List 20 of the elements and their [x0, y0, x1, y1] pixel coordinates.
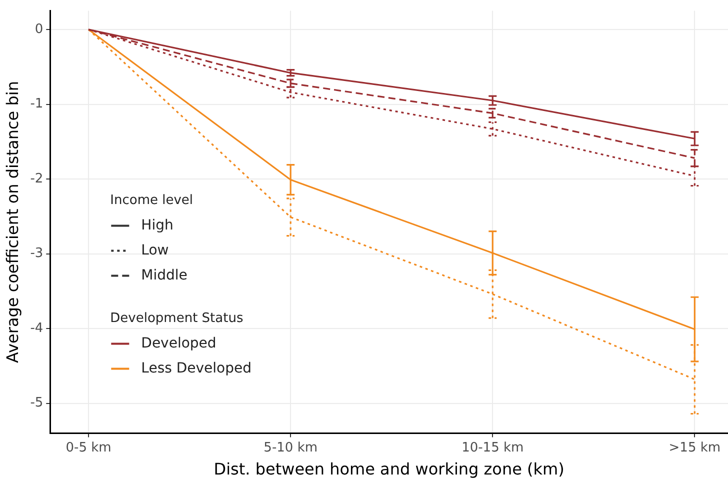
- y-tick-label: 0: [34, 22, 44, 37]
- y-tick-label: -4: [30, 320, 44, 336]
- x-tick-label: 10-15 km: [462, 440, 524, 456]
- y-tick-label: -5: [30, 396, 44, 411]
- legend-label: High: [141, 217, 174, 234]
- legend-label: Developed: [141, 335, 216, 352]
- x-axis-title: Dist. between home and working zone (km): [214, 460, 564, 479]
- legend-label: Low: [141, 242, 169, 258]
- x-tick-label: 5-10 km: [264, 440, 318, 456]
- x-tick-label: 0-5 km: [66, 440, 112, 456]
- x-tick-label: >15 km: [668, 440, 721, 456]
- y-tick-label: -1: [30, 96, 44, 112]
- legend-label: Middle: [141, 267, 188, 284]
- legend-title: Income level: [110, 193, 194, 208]
- point: [286, 78, 296, 88]
- y-tick-label: -3: [30, 246, 44, 262]
- y-tick-label: -2: [30, 171, 44, 186]
- y-axis-title: Average coefficient on distance bin: [2, 81, 22, 363]
- legend-label: Less Developed: [141, 360, 252, 376]
- annotation: Development Status: [110, 311, 244, 326]
